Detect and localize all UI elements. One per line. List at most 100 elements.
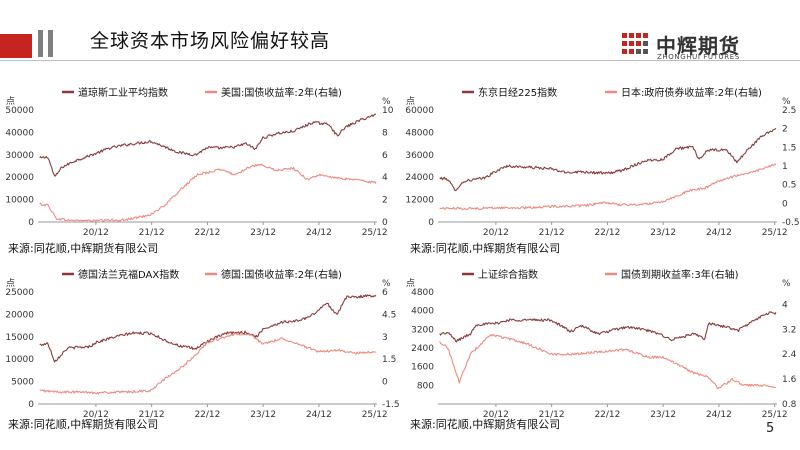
y-tick-label: 2400 — [411, 344, 434, 354]
y2-tick-label: 4 — [782, 300, 788, 310]
y2-tick-label: 1 — [782, 162, 788, 172]
y2-tick-label: 10 — [382, 106, 394, 116]
source-note: 来源:同花顺,中辉期货有限公司 — [410, 418, 561, 431]
x-tick-label: 22/12 — [594, 228, 620, 238]
y-tick-label: 5000 — [11, 378, 34, 388]
y-tick-label: 10000 — [5, 196, 34, 206]
y2-tick-label: -0.5 — [782, 218, 800, 228]
y-tick-label: 36000 — [405, 151, 434, 161]
x-tick-label: 22/12 — [194, 228, 220, 238]
y2-tick-label: 0 — [782, 199, 788, 209]
legend-label: 上证综合指数 — [478, 268, 538, 281]
x-tick-label: 23/12 — [650, 410, 676, 420]
left-axis-unit: 点 — [6, 96, 15, 107]
source-note: 来源:同花顺,中辉期货有限公司 — [410, 242, 561, 255]
y-tick-label: 0 — [428, 218, 434, 228]
series-line — [39, 113, 376, 177]
y2-tick-label: 2 — [382, 196, 388, 206]
y2-tick-label: 3 — [382, 333, 388, 343]
chart-dax-vs-bund-2y: 德国法兰克福DAX指数 德国:国债收益率:2年(右轴) 点% 0 5000 10000 15… — [0, 262, 400, 420]
right-axis-unit: % — [782, 97, 791, 107]
y2-tick-label: 2.5 — [782, 106, 796, 116]
y-tick-label: 20000 — [5, 310, 34, 320]
series-line — [439, 311, 777, 343]
logo-grid-icon — [622, 33, 648, 54]
series-line — [39, 294, 377, 363]
source-note: 来源:同花顺,中辉期货有限公司 — [8, 418, 159, 431]
series-line — [39, 332, 377, 395]
left-axis-unit: 点 — [406, 278, 415, 289]
series-line — [439, 127, 777, 192]
chart-svg: 东京日经225指数 日本:政府债券收益率:2年(右轴) 点 % 0 12000 24000 3… — [405, 86, 800, 238]
legend-label: 德国法兰克福DAX指数 — [78, 268, 179, 281]
y-tick-label: 24000 — [405, 173, 434, 183]
x-tick-label: 25/12 — [762, 410, 788, 420]
series-line — [39, 163, 377, 222]
chart-svg: 道琼斯工业平均指数 美国:国债收益率:2年(右轴) 点 % 0 10000 20000 300… — [5, 86, 394, 238]
x-tick-label: 23/12 — [250, 410, 276, 420]
y-tick-label: 50000 — [5, 106, 34, 116]
y2-tick-label: 4 — [382, 173, 388, 183]
x-tick-label: 24/12 — [706, 410, 732, 420]
legend-label: 国债到期收益率:3年(右轴) — [621, 268, 739, 281]
legend-label: 道琼斯工业平均指数 — [78, 86, 168, 99]
y2-tick-label: 3.2 — [782, 325, 796, 335]
y2-tick-label: 8 — [382, 128, 388, 138]
x-tick-label: 20/12 — [83, 228, 109, 238]
y-tick-label: 4800 — [411, 288, 434, 298]
logo-name: 中辉期货 — [656, 34, 740, 58]
y2-tick-label: 2.4 — [782, 350, 797, 360]
source-note: 来源:同花顺,中辉期货有限公司 — [8, 242, 159, 255]
x-tick-label: 25/12 — [362, 228, 388, 238]
right-axis-unit: % — [382, 97, 391, 107]
y-tick-label: 4000 — [411, 307, 434, 317]
series-line — [439, 334, 776, 390]
y2-tick-label: 6 — [382, 151, 388, 161]
y-tick-label: 48000 — [405, 128, 434, 138]
logo-english: ZHONGHUI FUTURES — [657, 53, 740, 61]
left-axis-unit: 点 — [406, 96, 415, 107]
y-tick-label: 0 — [28, 218, 34, 228]
accent-red-block — [0, 34, 32, 58]
y-tick-label: 20000 — [5, 173, 34, 183]
y-tick-label: 25000 — [5, 288, 34, 298]
right-axis-unit: % — [782, 279, 791, 289]
page-title: 全球资本市场风险偏好较高 — [90, 30, 331, 52]
x-tick-label: 24/12 — [706, 228, 732, 238]
left-axis-unit: 点 — [6, 278, 15, 289]
y-tick-label: 40000 — [5, 128, 34, 138]
y-tick-label: 60000 — [405, 106, 434, 116]
y-tick-label: 0 — [28, 400, 34, 410]
legend-label: 日本:政府债券收益率:2年(右轴) — [621, 86, 762, 99]
accent-gray-bar — [38, 30, 43, 57]
y-tick-label: 800 — [417, 381, 434, 391]
x-tick-label: 24/12 — [306, 228, 332, 238]
chart-dow-jones-vs-us-2y: 道琼斯工业平均指数 美国:国债收益率:2年(右轴) 点% 0 10000 20000 300… — [0, 80, 400, 238]
y-tick-label: 12000 — [405, 196, 434, 206]
y2-tick-label: -1.5 — [382, 400, 400, 410]
x-tick-label: 23/12 — [250, 228, 276, 238]
chart-nikkei-vs-jgb-2y: 东京日经225指数 日本:政府债券收益率:2年(右轴) 点% 0 12000 24000 3… — [400, 80, 800, 238]
y2-tick-label: 0 — [382, 378, 388, 388]
x-tick-label: 25/12 — [362, 410, 388, 420]
chart-shanghai-vs-cgb-3y: 上证综合指数 国债到期收益率:3年(右轴) 点% 800 1600 2400 3200 400… — [400, 262, 800, 420]
x-tick-label: 24/12 — [306, 410, 332, 420]
y2-tick-label: 1.5 — [382, 355, 396, 365]
y2-tick-label: 0.8 — [782, 400, 797, 410]
right-axis-unit: % — [382, 279, 391, 289]
y-tick-label: 3200 — [411, 325, 434, 335]
x-tick-label: 22/12 — [194, 410, 220, 420]
y-tick-label: 30000 — [5, 151, 34, 161]
page-number: 5 — [766, 421, 775, 436]
x-tick-label: 20/12 — [483, 410, 509, 420]
header-divider — [0, 60, 800, 61]
x-tick-label: 21/12 — [139, 410, 165, 420]
series-line — [439, 163, 777, 211]
y2-tick-label: 1.5 — [782, 143, 796, 153]
y-tick-label: 1600 — [411, 363, 434, 373]
x-tick-label: 20/12 — [483, 228, 509, 238]
x-tick-label: 22/12 — [594, 410, 620, 420]
x-tick-label: 21/12 — [139, 228, 165, 238]
x-tick-label: 21/12 — [539, 228, 565, 238]
